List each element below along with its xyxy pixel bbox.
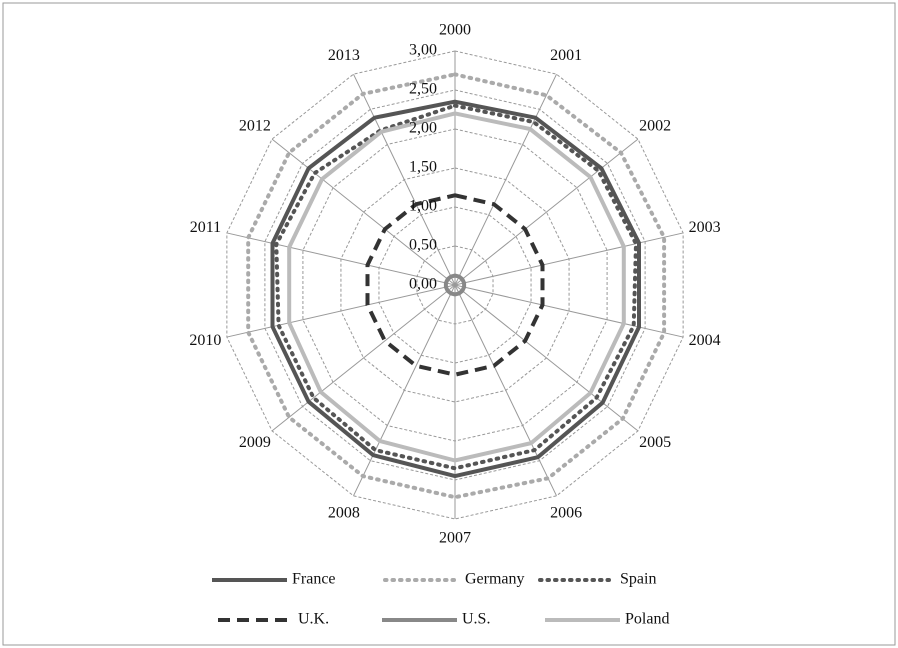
series-line (443, 273, 467, 297)
category-label: 2009 (239, 434, 271, 451)
legend-label: Spain (620, 571, 656, 588)
series-line (365, 193, 545, 377)
spoke (454, 138, 639, 286)
legend-label: France (292, 571, 336, 588)
category-label: 2006 (550, 505, 582, 522)
series-line (287, 111, 626, 463)
legend-label: U.K. (298, 611, 329, 628)
spoke (353, 284, 456, 497)
category-label: 2005 (639, 434, 671, 451)
spoke (353, 73, 456, 286)
spoke (454, 284, 684, 338)
grid-ring (226, 50, 684, 520)
series-line (274, 103, 639, 471)
category-label: 2004 (689, 332, 721, 349)
category-label: 2002 (639, 117, 671, 134)
y-tick-label: 0,00 (409, 276, 437, 293)
category-label: 2000 (439, 22, 471, 39)
spoke (226, 232, 456, 286)
legend-label: Poland (625, 611, 669, 628)
series-line (246, 72, 667, 500)
spoke (454, 284, 639, 432)
series-line (270, 99, 641, 479)
spoke (271, 284, 456, 432)
category-label: 2010 (189, 332, 221, 349)
spoke (454, 73, 557, 286)
y-tick-label: 0,50 (409, 237, 437, 254)
spoke (454, 284, 557, 497)
y-tick-label: 1,00 (409, 198, 437, 215)
spoke (226, 284, 456, 338)
spoke (271, 138, 456, 286)
category-label: 2012 (239, 117, 271, 134)
category-label: 2013 (328, 47, 360, 64)
y-tick-label: 1,50 (409, 159, 437, 176)
spoke (454, 232, 684, 286)
category-label: 2007 (439, 530, 471, 547)
y-tick-label: 2,00 (409, 120, 437, 137)
y-tick-label: 2,50 (409, 81, 437, 98)
category-label: 2001 (550, 47, 582, 64)
grid-ring (340, 167, 570, 403)
category-label: 2003 (689, 219, 721, 236)
legend-label: U.S. (462, 611, 490, 628)
y-tick-label: 3,00 (409, 42, 437, 59)
category-label: 2008 (328, 505, 360, 522)
category-label: 2011 (190, 219, 221, 236)
legend-label: Germany (465, 571, 525, 588)
